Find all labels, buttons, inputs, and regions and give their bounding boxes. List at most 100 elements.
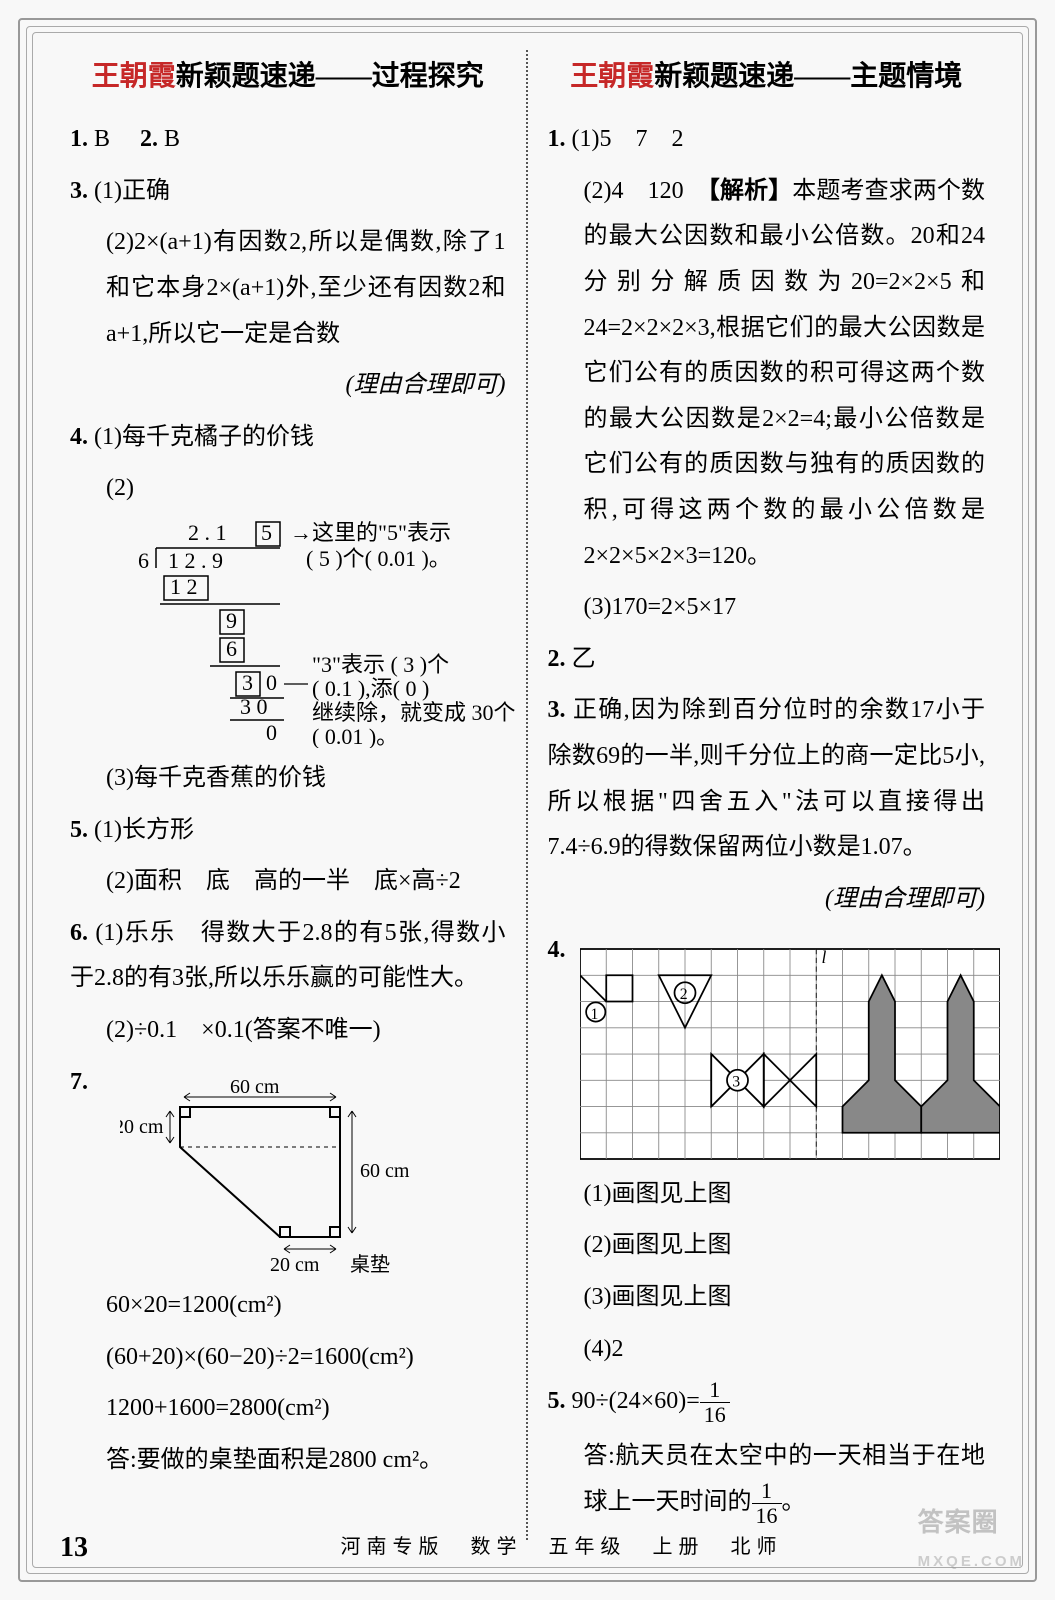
svg-text:1 2 . 9: 1 2 . 9 xyxy=(168,548,223,573)
r-q5-ans-post: 。 xyxy=(782,1489,806,1515)
q2-num: 2. xyxy=(140,126,158,152)
r-q2-num: 2. xyxy=(548,646,566,672)
note1a: →这里的"5"表示 xyxy=(290,520,451,545)
q3-num: 3. xyxy=(70,178,88,204)
q5-2: (2)面积 底 高的一半 底×高÷2 xyxy=(70,859,506,905)
q1-num: 1. xyxy=(70,126,88,152)
q7-num: 7. xyxy=(70,1069,88,1095)
brand-text: 王朝霞 xyxy=(92,61,176,92)
r-q1-1: 1. (1)5 7 2 xyxy=(548,117,986,163)
note2a: "3"表示 ( 3 )个 xyxy=(312,652,449,677)
q4-3: (3)每千克香蕉的价钱 xyxy=(70,756,506,802)
q6-2: (2)÷0.1 ×0.1(答案不唯一) xyxy=(70,1008,506,1054)
svg-text:6: 6 xyxy=(226,636,237,661)
r-q4-3: (3)画图见上图 xyxy=(548,1275,986,1321)
q5-1-text: (1)长方形 xyxy=(94,817,194,843)
page-content: 王朝霞新颖题速递——过程探究 1. B 2. B 3. (1)正确 (2)2×(… xyxy=(60,50,995,1540)
right-heading: 王朝霞新颖题速递——主题情境 xyxy=(548,50,986,103)
note2b: ( 0.1 ),添( 0 ) xyxy=(312,676,429,701)
svg-text:3: 3 xyxy=(732,1073,740,1090)
svg-text:3: 3 xyxy=(242,670,253,695)
q3-note: (理由合理即可) xyxy=(70,363,506,409)
r-q4-2: (2)画图见上图 xyxy=(548,1223,986,1269)
frac-t: 1 xyxy=(700,1378,730,1403)
svg-text:0: 0 xyxy=(266,670,277,695)
r-q1-2-body: 本题考查求两个数的最大公因数和最小公倍数。20和24分别分解质因数为20=2×2… xyxy=(584,178,986,569)
r-q3-num: 3. xyxy=(548,697,566,723)
dim-bottom: 20 cm xyxy=(270,1254,320,1276)
left-column: 王朝霞新颖题速递——过程探究 1. B 2. B 3. (1)正确 (2)2×(… xyxy=(60,50,528,1540)
dim-left: 20 cm xyxy=(120,1116,164,1138)
note2d: ( 0.01 )。 xyxy=(312,724,398,748)
r-q1-2: (2)4 120 【解析】本题考查求两个数的最大公因数和最小公倍数。20和24分… xyxy=(548,169,986,579)
r-q5: 5. 90÷(24×60)=116 xyxy=(548,1378,986,1427)
r-q4-4: (4)2 xyxy=(548,1327,986,1373)
heading-text-r: 新颖题速递——主题情境 xyxy=(654,61,962,92)
deskmat-svg: 60 cm 20 cm 60 cm 20 cm 桌垫 xyxy=(120,1077,440,1277)
q7-figure: 60 cm 20 cm 60 cm 20 cm 桌垫 xyxy=(120,1077,506,1277)
page-footer: 13 河南专版 数学 五年级 上册 北师 xyxy=(60,1521,995,1574)
r-q1-num: 1. xyxy=(548,126,566,152)
note1b: ( 5 )个( 0.01 )。 xyxy=(306,546,451,571)
r-q2-ans: 乙 xyxy=(572,646,596,672)
frac-t2: 1 xyxy=(752,1479,782,1504)
r-q5-num: 5. xyxy=(548,1388,566,1414)
q6-1: 6. (1)乐乐 得数大于2.8的有5张,得数小于2.8的有3张,所以乐乐赢的可… xyxy=(70,911,506,1002)
watermark-top: 答案圈 xyxy=(918,1507,999,1537)
frac-b: 16 xyxy=(700,1403,730,1427)
q1-q2-line: 1. B 2. B xyxy=(70,117,506,163)
q3-1: (1)正确 xyxy=(94,178,170,204)
q3-2: (2)2×(a+1)有因数2,所以是偶数,除了1和它本身2×(a+1)外,至少还… xyxy=(70,220,506,357)
footer-text: 河南专版 数学 五年级 上册 北师 xyxy=(128,1528,995,1566)
q7-calc3: 1200+1600=2800(cm²) xyxy=(70,1386,506,1432)
svg-text:2: 2 xyxy=(679,986,687,1003)
brand-text-r: 王朝霞 xyxy=(570,61,654,92)
r-q1-1-text: (1)5 7 2 xyxy=(572,126,684,152)
dim-right: 60 cm xyxy=(360,1160,410,1182)
page-number: 13 xyxy=(60,1521,88,1574)
q7-calc2: (60+20)×(60−20)÷2=1600(cm²) xyxy=(70,1335,506,1381)
r-q1-3: (3)170=2×5×17 xyxy=(548,585,986,631)
r-q1-2-pre: (2)4 120 xyxy=(584,178,708,204)
dim-name: 桌垫 xyxy=(350,1253,390,1276)
svg-text:2 . 1: 2 . 1 xyxy=(188,520,227,545)
q4-2-label: (2) xyxy=(70,466,506,512)
q7-calc1: 60×20=1200(cm²) xyxy=(70,1283,506,1329)
q2-ans: B xyxy=(164,126,180,152)
q5-1: 5. (1)长方形 xyxy=(70,808,506,854)
watermark: 答案圈 MXQE.COM xyxy=(918,1498,1025,1576)
r-q2: 2. 乙 xyxy=(548,637,986,683)
r-q4-1: (1)画图见上图 xyxy=(548,1172,986,1218)
svg-text:0: 0 xyxy=(266,720,277,745)
svg-text:1: 1 xyxy=(590,1006,598,1023)
r-q1-2-tag: 【解析】 xyxy=(708,178,792,204)
note2c: 继续除，就变成 30个 xyxy=(312,700,516,725)
r-q3-note: (理由合理即可) xyxy=(548,877,986,923)
frac-1-16: 116 xyxy=(700,1378,730,1427)
dim-top: 60 cm xyxy=(230,1077,280,1098)
r-q3-body: 正确,因为除到百分位时的余数17小于除数69的一半,则千分位上的商一定比5小,所… xyxy=(548,697,986,860)
svg-text:5: 5 xyxy=(261,520,272,545)
q4-1: 4. (1)每千克橘子的价钱 xyxy=(70,415,506,461)
svg-text:6: 6 xyxy=(138,548,149,573)
long-division-figure: 2 . 1 5 →这里的"5"表示 ( 5 )个( 0.01 )。 6 1 2 … xyxy=(120,518,506,748)
svg-text:1 2: 1 2 xyxy=(170,574,198,599)
q6-1-text: (1)乐乐 得数大于2.8的有5张,得数小于2.8的有3张,所以乐乐赢的可能性大… xyxy=(70,920,506,992)
q5-num: 5. xyxy=(70,817,88,843)
watermark-bottom: MXQE.COM xyxy=(918,1548,1025,1577)
svg-text:l: l xyxy=(821,947,826,967)
left-heading: 王朝霞新颖题速递——过程探究 xyxy=(70,50,506,103)
r-q4-label: 4. xyxy=(548,937,566,963)
right-column: 王朝霞新颖题速递——主题情境 1. (1)5 7 2 (2)4 120 【解析】… xyxy=(528,50,996,1540)
heading-text: 新颖题速递——过程探究 xyxy=(176,61,484,92)
r-q3: 3. 正确,因为除到百分位时的余数17小于除数69的一半,则千分位上的商一定比5… xyxy=(548,688,986,870)
r-q5-pre: 90÷(24×60)= xyxy=(572,1388,700,1414)
svg-text:9: 9 xyxy=(226,608,237,633)
q7-ans: 答:要做的桌垫面积是2800 cm²。 xyxy=(70,1438,506,1484)
q6-num: 6. xyxy=(70,920,88,946)
grid-svg: l 1 2 xyxy=(580,944,1000,1164)
q3: 3. (1)正确 xyxy=(70,169,506,215)
q4-1-text: (1)每千克橘子的价钱 xyxy=(94,424,314,450)
q1-ans: B xyxy=(94,126,110,152)
grid-figure: l 1 2 xyxy=(580,944,986,1164)
